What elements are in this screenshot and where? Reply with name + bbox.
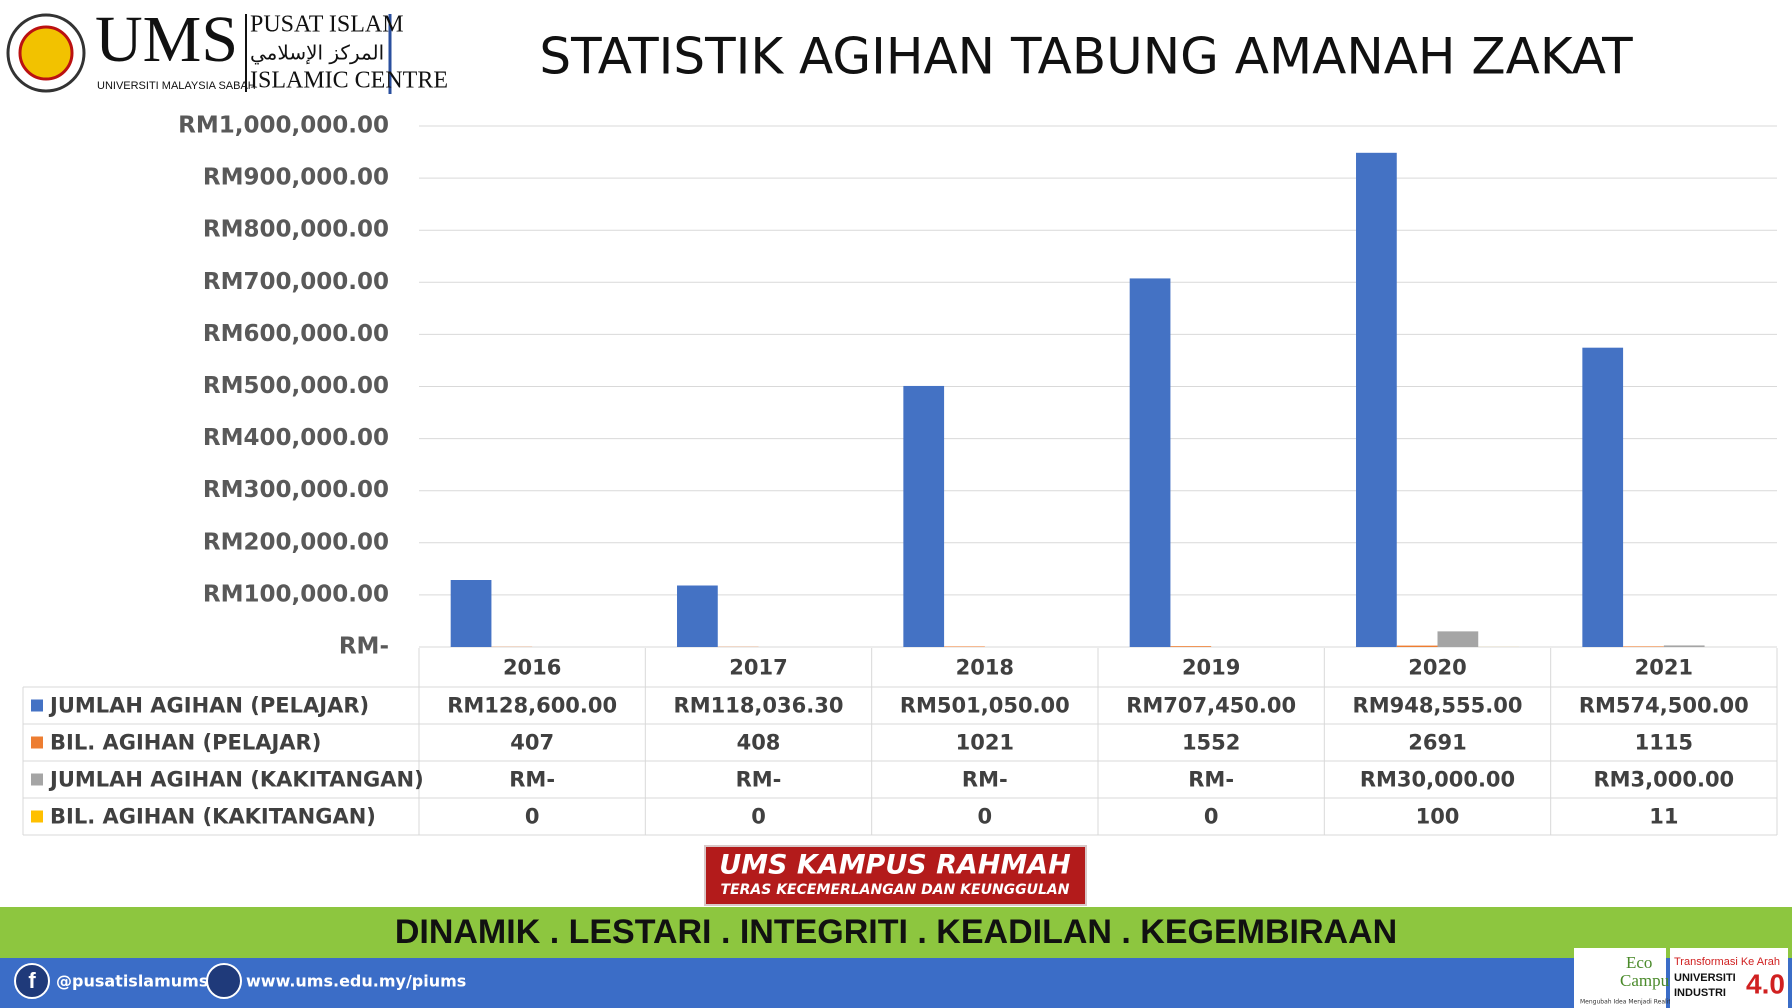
table-cell: 1021 (956, 731, 1014, 755)
legend-label: BIL. AGIHAN (PELAJAR) (50, 731, 321, 755)
version: 4.0 (1746, 968, 1785, 999)
bar (1437, 631, 1479, 647)
bar (1663, 645, 1705, 647)
table-cell: RM948,555.00 (1353, 694, 1523, 718)
y-tick-label: RM600,000.00 (203, 321, 389, 347)
eco-tagline: Mengubah Idea Menjadi Realiti (1580, 999, 1673, 1006)
y-tick-label: RM1,000,000.00 (178, 113, 389, 139)
table-cell: 0 (978, 805, 993, 829)
facebook-icon (14, 963, 50, 999)
y-tick-label: RM500,000.00 (203, 373, 389, 399)
bar (1129, 278, 1171, 647)
table-cell: 407 (510, 731, 554, 755)
legend-swatch (31, 736, 43, 749)
table-cell: 11 (1649, 805, 1678, 829)
campus: Campus (1620, 971, 1676, 990)
y-tick-label: RM700,000.00 (203, 269, 389, 295)
logo-name: UNIVERSITI MALAYSIA SABAH (97, 80, 256, 92)
bar (450, 579, 492, 647)
y-tick-label: RM200,000.00 (203, 529, 389, 555)
chart-title: STATISTIK AGIHAN TABUNG AMANAH ZAKAT (539, 28, 1633, 86)
table-cell: RM- (962, 768, 1008, 792)
legend-swatch (31, 810, 43, 823)
bar (1396, 645, 1438, 647)
web-icon (206, 963, 242, 999)
table-cell: RM3,000.00 (1593, 768, 1734, 792)
bar (677, 585, 718, 647)
legend-label: JUMLAH AGIHAN (KAKITANGAN) (48, 768, 424, 792)
footer-band (0, 958, 1792, 1008)
banner-title: UMS KAMPUS RAHMAH (719, 850, 1071, 881)
legend-label: JUMLAH AGIHAN (PELAJAR) (48, 694, 369, 718)
ui40-badge (1670, 948, 1788, 1008)
bar (944, 646, 985, 647)
banner (704, 845, 1087, 906)
table-cell: 408 (737, 731, 781, 755)
table-cell: RM707,450.00 (1126, 694, 1296, 718)
bar (1582, 347, 1624, 647)
motto: DINAMIK . LESTARI . INTEGRITI . KEADILAN… (395, 913, 1397, 951)
table-cell: 100 (1416, 805, 1460, 829)
banner-subtitle: TERAS KECEMERLANGAN DAN KEUNGGULAN (721, 882, 1070, 898)
legend-label: BIL. AGIHAN (KAKITANGAN) (50, 805, 376, 829)
y-tick-label: RM300,000.00 (203, 477, 389, 503)
eco-badge (1574, 948, 1666, 1008)
table-cell: RM118,036.30 (674, 694, 844, 718)
eco: Eco (1626, 953, 1652, 972)
table-cell: 1115 (1635, 731, 1693, 755)
centre-ms: PUSAT ISLAM (250, 12, 404, 38)
table-cell: RM30,000.00 (1360, 768, 1515, 792)
facebook-handle[interactable]: @pusatislamums (56, 972, 208, 991)
table-cell: 0 (1204, 805, 1219, 829)
chart: RM- RM100,000.00 RM200,000.00 RM300,000.00 R… (22, 113, 1778, 836)
y-tick-label: RM- (339, 634, 389, 660)
x-tick-label: 2016 (503, 656, 561, 680)
x-tick-label: 2019 (1182, 656, 1240, 680)
legend-swatch (31, 773, 43, 786)
table-cell: RM128,600.00 (447, 694, 617, 718)
centre-ar: المركز الإسلامي (250, 41, 384, 66)
bar (1356, 152, 1397, 647)
y-tick-label: RM400,000.00 (203, 425, 389, 451)
bar (903, 385, 945, 647)
table-cell: RM501,050.00 (900, 694, 1070, 718)
univ: UNIVERSITI (1674, 972, 1736, 984)
x-tick-label: 2018 (956, 656, 1014, 680)
facebook-glyph: f (28, 968, 36, 993)
motto-band (0, 907, 1792, 958)
transform: Transformasi Ke Arah (1674, 956, 1780, 968)
bar (1623, 646, 1664, 647)
y-tick-label: RM100,000.00 (203, 581, 389, 607)
table-cell: RM- (509, 768, 555, 792)
legend-swatch (31, 699, 43, 712)
table-cell: 0 (751, 805, 766, 829)
table-cell: RM- (1188, 768, 1234, 792)
table-cell: RM574,500.00 (1579, 694, 1749, 718)
x-tick-label: 2021 (1635, 656, 1693, 680)
x-tick-label: 2020 (1408, 656, 1466, 680)
table-cell: RM- (736, 768, 782, 792)
bar (1170, 646, 1212, 647)
x-tick-label: 2017 (729, 656, 787, 680)
y-tick-label: RM800,000.00 (203, 217, 389, 243)
website[interactable]: www.ums.edu.my/piums (246, 972, 466, 991)
table-cell: 1552 (1182, 731, 1240, 755)
industri: INDUSTRI (1674, 987, 1726, 999)
table-cell: 2691 (1408, 731, 1466, 755)
table-cell: 0 (525, 805, 540, 829)
centre-en: ISLAMIC CENTRE (250, 68, 448, 94)
y-tick-label: RM900,000.00 (203, 165, 389, 191)
crest-inner (18, 25, 74, 81)
logo-short: UMS (95, 3, 238, 76)
